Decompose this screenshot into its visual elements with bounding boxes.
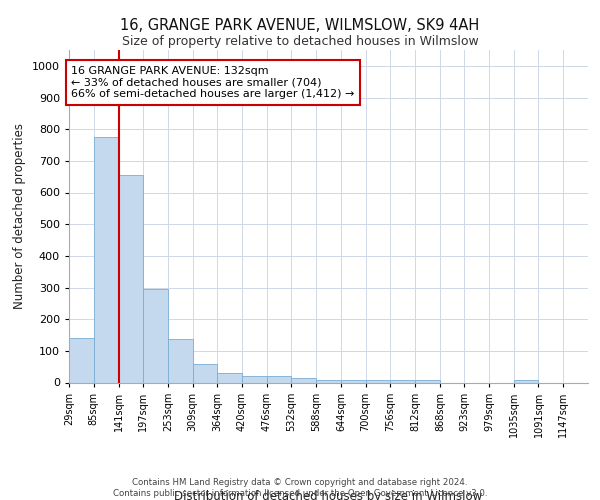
Bar	[514, 380, 538, 382]
Bar	[119, 175, 143, 382]
Bar	[266, 376, 292, 382]
Y-axis label: Number of detached properties: Number of detached properties	[13, 123, 26, 309]
Bar	[341, 380, 365, 382]
Bar	[69, 338, 94, 382]
Bar	[193, 364, 217, 382]
Bar	[365, 380, 391, 382]
X-axis label: Distribution of detached houses by size in Wilmslow: Distribution of detached houses by size …	[175, 490, 482, 500]
Bar	[217, 374, 242, 382]
Bar	[316, 380, 341, 382]
Text: Size of property relative to detached houses in Wilmslow: Size of property relative to detached ho…	[122, 35, 478, 48]
Bar	[143, 289, 168, 382]
Text: 16 GRANGE PARK AVENUE: 132sqm
← 33% of detached houses are smaller (704)
66% of : 16 GRANGE PARK AVENUE: 132sqm ← 33% of d…	[71, 66, 355, 99]
Text: 16, GRANGE PARK AVENUE, WILMSLOW, SK9 4AH: 16, GRANGE PARK AVENUE, WILMSLOW, SK9 4A…	[121, 18, 479, 32]
Bar	[415, 380, 440, 382]
Bar	[242, 376, 266, 382]
Bar	[391, 380, 415, 382]
Bar	[94, 137, 119, 382]
Text: Contains HM Land Registry data © Crown copyright and database right 2024.
Contai: Contains HM Land Registry data © Crown c…	[113, 478, 487, 498]
Bar	[292, 378, 316, 382]
Bar	[168, 339, 193, 382]
